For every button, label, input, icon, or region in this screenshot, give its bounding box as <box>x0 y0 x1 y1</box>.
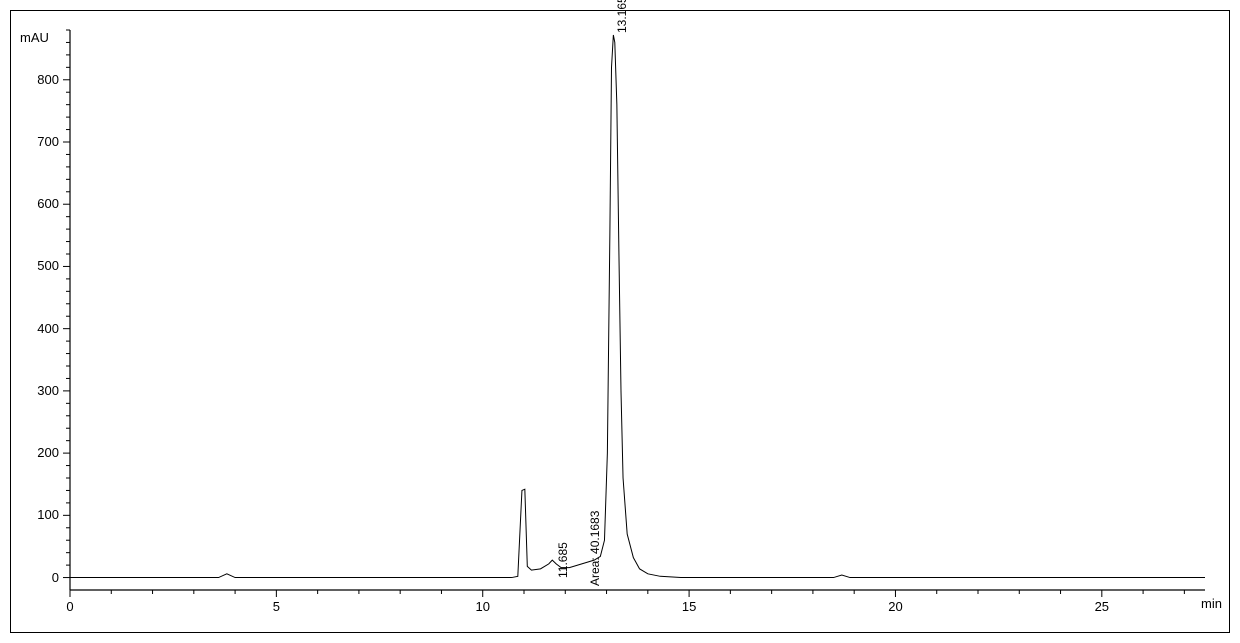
chromatogram-trace <box>70 35 1205 578</box>
chromatogram-svg <box>0 0 1240 643</box>
